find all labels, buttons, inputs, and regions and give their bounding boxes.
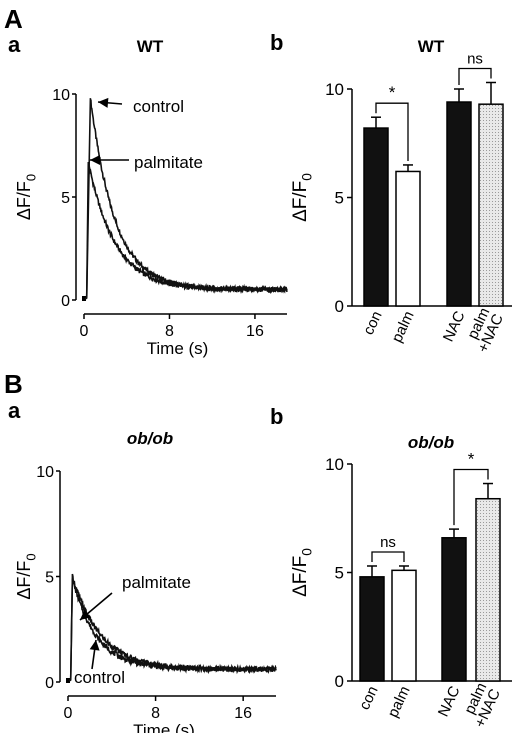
x-tick-label: 0 [64, 705, 73, 722]
chart-title: WT [137, 37, 164, 56]
bar-con [363, 127, 389, 307]
x-axis-label: Time (s) [133, 721, 195, 733]
significance-bracket [453, 468, 489, 526]
panel-letter-Aa: a [8, 32, 21, 57]
trace-control [68, 578, 277, 682]
significance-label: * [389, 83, 396, 102]
x-tick-label: con [360, 309, 386, 338]
significance-bracket [375, 102, 409, 161]
annotation-control: control [133, 97, 184, 116]
annotation-arrowhead [90, 155, 100, 165]
bar-NAC [446, 101, 472, 307]
bar-palm-+NAC [478, 103, 504, 307]
x-tick-label: NAC [440, 308, 469, 344]
bar-con [359, 576, 385, 682]
y-tick-label: 0 [61, 293, 70, 310]
significance-label: ns [380, 534, 396, 551]
stimulus-marker [82, 296, 86, 301]
y-tick-label: 10 [52, 87, 70, 104]
annotation-control: control [74, 668, 125, 687]
trace-control [84, 98, 288, 300]
x-tick-label: 16 [246, 323, 264, 340]
significance-bracket [371, 551, 405, 562]
significance-label: ns [467, 50, 483, 67]
bar-palm-+NAC [475, 497, 501, 682]
y-tick-label: 10 [325, 80, 344, 99]
y-tick-label: 5 [335, 564, 344, 583]
y-tick-label: 0 [45, 675, 54, 692]
chart-title: ob/ob [127, 429, 173, 448]
panel-letter-Bb: b [270, 404, 283, 429]
wt-trace-chart: WT 0 5 10 0 8 16 Time (s) ΔF/F0 control palmitate [14, 37, 288, 358]
bar-palm [391, 569, 417, 682]
obob-trace-chart: ob/ob 0 5 10 0 8 16 Time (s) ΔF/F0 palmitate contr… [14, 429, 277, 733]
y-tick-label: 10 [325, 455, 344, 474]
significance-label: * [468, 450, 475, 469]
bar-NAC [441, 537, 467, 682]
stimulus-marker [66, 678, 70, 683]
y-axis-label: ΔF/F0 [14, 553, 38, 599]
annotation-palmitate: palmitate [122, 573, 191, 592]
y-tick-label: 5 [61, 190, 70, 207]
chart-title: ob/ob [408, 433, 454, 452]
x-tick-label: 8 [151, 705, 160, 722]
y-axis-label: ΔF/F0 [290, 173, 315, 222]
y-tick-label: 5 [45, 570, 54, 587]
panel-letter-B: B [4, 369, 23, 399]
x-tick-label: con [356, 684, 382, 713]
annotation-arrowhead [80, 609, 91, 620]
y-tick-label: 10 [36, 464, 54, 481]
y-tick-label: 0 [335, 672, 344, 691]
x-tick-label: NAC [435, 683, 464, 719]
annotation-arrowhead [98, 97, 109, 108]
chart-title: WT [418, 37, 445, 56]
x-tick-label: palm [384, 684, 413, 721]
bar-palm [395, 170, 421, 307]
y-tick-label: 5 [335, 189, 344, 208]
annotation-palmitate: palmitate [134, 153, 203, 172]
x-tick-label: 8 [165, 323, 174, 340]
y-tick-label: 0 [335, 297, 344, 316]
x-tick-label: 0 [80, 323, 89, 340]
significance-bracket [458, 67, 492, 85]
panel-letter-A: A [4, 4, 23, 34]
x-tick-label: 16 [234, 705, 252, 722]
x-axis-label: Time (s) [147, 339, 209, 358]
x-tick-label: palm [388, 309, 417, 346]
x-tick-label: palm+NAC [461, 305, 507, 355]
annotation-arrowhead [89, 640, 100, 651]
x-tick-label: palm+NAC [458, 680, 504, 730]
trace-palmitate [84, 160, 288, 300]
panel-letter-Ba: a [8, 398, 21, 423]
panel-letter-Ab: b [270, 30, 283, 55]
y-axis-label: ΔF/F0 [14, 174, 38, 220]
y-axis-label: ΔF/F0 [290, 548, 315, 597]
